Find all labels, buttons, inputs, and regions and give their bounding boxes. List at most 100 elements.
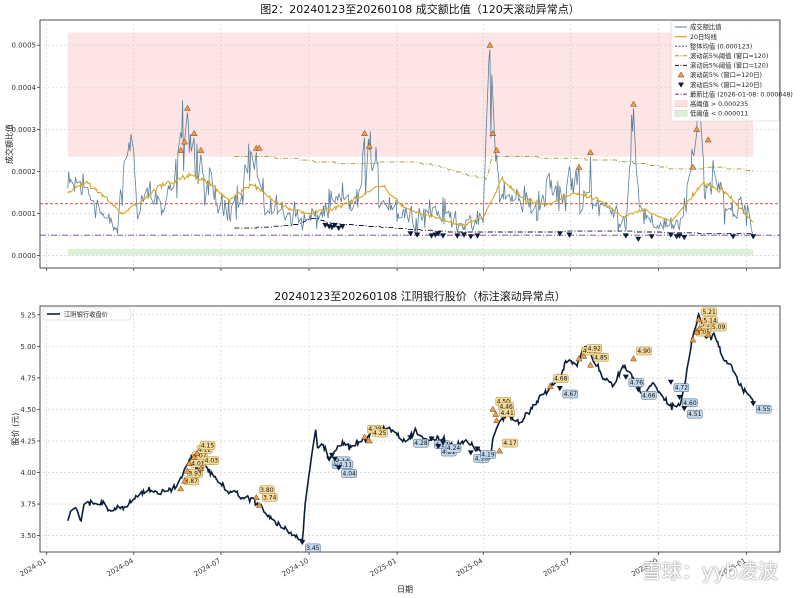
high-price-label: 4.17 <box>503 440 517 447</box>
chart1-ytick-label: 0.0001 <box>12 210 37 218</box>
low-anomaly-marker <box>461 232 468 238</box>
chart1-ytick-label: 0.0005 <box>12 42 37 50</box>
low-price-label: 4.27 <box>435 441 449 448</box>
high-price-label-box <box>203 456 220 465</box>
legend-label: 最新比值 (2026-01-08: 0.000048) <box>690 89 793 98</box>
high-price-marker <box>630 355 637 362</box>
high-anomaly-marker <box>181 138 188 145</box>
high-price-label: 5.11 <box>701 321 715 328</box>
high-price-marker <box>185 459 193 466</box>
high-anomaly-marker <box>183 104 191 111</box>
low-threshold-band <box>67 248 754 256</box>
low-price-label-box <box>562 389 579 399</box>
high-price-marker <box>181 477 188 484</box>
low-price-marker <box>440 440 447 446</box>
legend-label: 成交额比值 <box>690 22 722 31</box>
low-anomaly-marker <box>440 233 447 239</box>
high-price-marker <box>704 331 712 338</box>
low-price-label-box <box>641 391 657 400</box>
low-anomaly-marker <box>335 225 342 232</box>
high-price-label-box <box>499 408 515 418</box>
high-price-label: 4.12 <box>198 446 212 453</box>
low-price-marker <box>681 406 688 412</box>
low-price-label: 4.72 <box>675 385 689 392</box>
chart2-xtick-label: 2024-04 <box>105 557 135 579</box>
low-anomaly-marker <box>566 232 573 238</box>
high-price-label-box <box>502 438 518 448</box>
low-anomaly-marker <box>331 222 338 229</box>
chart2-ytick-label: 3.50 <box>20 532 36 540</box>
high-price-label-box <box>593 353 609 362</box>
chart1-title: 图2：20240123至20260108 成交额比值（120天滚动异常点） <box>260 2 579 16</box>
high-anomaly-marker <box>704 136 712 143</box>
high-price-marker <box>496 447 503 454</box>
chart2-xtick-label: 2024-10 <box>281 557 310 579</box>
high-price-label: 4.90 <box>637 348 651 355</box>
low-price-label: 4.19 <box>481 452 495 459</box>
high-price-label-box <box>586 344 603 353</box>
legend-label: 滚动前5% (窗口=120日) <box>690 70 762 79</box>
chart2-frame <box>39 305 781 553</box>
low-anomaly-marker <box>428 233 435 239</box>
high-price-label: 4.46 <box>499 403 513 410</box>
high-price-marker <box>361 433 368 440</box>
high-anomaly-marker <box>177 146 185 153</box>
volume-ratio-chart: 图2：20240123至20260108 成交额比值（120天滚动异常点） 0.… <box>4 2 793 271</box>
high-price-label: 4.41 <box>500 410 514 417</box>
chart1-ytick-label: 0.0004 <box>12 84 37 92</box>
high-price-marker <box>177 485 185 492</box>
low-price-label: 4.21 <box>442 449 456 456</box>
low-anomaly-marker <box>435 231 442 237</box>
low-price-label-box <box>341 469 357 478</box>
low-price-marker <box>474 446 481 452</box>
low-price-marker <box>667 379 674 385</box>
price-chart: 20240123至20260108 江阴银行股价（标注滚动异常点） 3.873.… <box>11 289 781 594</box>
low-price-marker <box>331 456 338 462</box>
high-price-label: 5.09 <box>712 324 726 331</box>
chart2-xtick-label: 2025-01 <box>369 557 398 579</box>
low-price-marker <box>467 450 474 456</box>
low-price-label-box <box>445 443 462 453</box>
high-price-label-box <box>199 441 216 450</box>
chart2-legend: 江阴银行收盘价 <box>42 307 132 321</box>
legend-label: 整体均值 (0.000123) <box>690 41 752 50</box>
high-price-marker <box>492 410 500 417</box>
legend-label: 20日均线 <box>690 32 718 41</box>
low-price-label-box <box>480 450 496 459</box>
low-price-label-box <box>673 383 690 392</box>
high-price-marker <box>255 501 263 508</box>
high-anomaly-marker <box>693 125 701 132</box>
low-price-marker <box>676 394 683 401</box>
high-price-label-box <box>372 428 388 438</box>
legend-box <box>42 307 132 321</box>
chart2-ytick-label: 3.75 <box>20 501 36 509</box>
chart1-ytick-label: 0.0000 <box>12 252 37 260</box>
chart1-frame <box>39 19 781 269</box>
low-anomaly-marker <box>467 234 474 240</box>
chart2-ytick-label: 4.00 <box>20 469 36 477</box>
high-price-marker <box>580 352 588 359</box>
high-price-marker <box>693 328 701 335</box>
low-anomaly-marker <box>339 224 346 230</box>
legend-label: 滚动前5%阈值 (窗口=120) <box>690 51 768 60</box>
legend-label: 滚动后5% (窗口=120日) <box>690 80 762 89</box>
high-anomaly-marker <box>197 146 205 153</box>
chart2-ytick-label: 5.00 <box>20 343 36 351</box>
chart2-ytick-label: 4.50 <box>20 406 36 414</box>
low-price-label-box <box>337 460 354 469</box>
low-price-label-box <box>755 404 772 414</box>
low-price-label-box <box>628 378 645 387</box>
high-price-label: 3.74 <box>263 494 277 501</box>
legend-swatch-6 <box>678 82 684 88</box>
chart2-xtick-label: 2025-07 <box>542 557 571 579</box>
high-price-label-box <box>710 322 727 332</box>
high-anomaly-marker <box>493 146 501 153</box>
high-price-label: 4.85 <box>594 354 608 361</box>
low-anomaly-marker <box>635 236 642 242</box>
chart2-ylabel: 股价 (元) <box>11 413 20 446</box>
high-price-marker <box>193 449 201 456</box>
chart2-xtick-label: 2024-01 <box>18 557 47 579</box>
low-price-marker <box>299 539 306 546</box>
